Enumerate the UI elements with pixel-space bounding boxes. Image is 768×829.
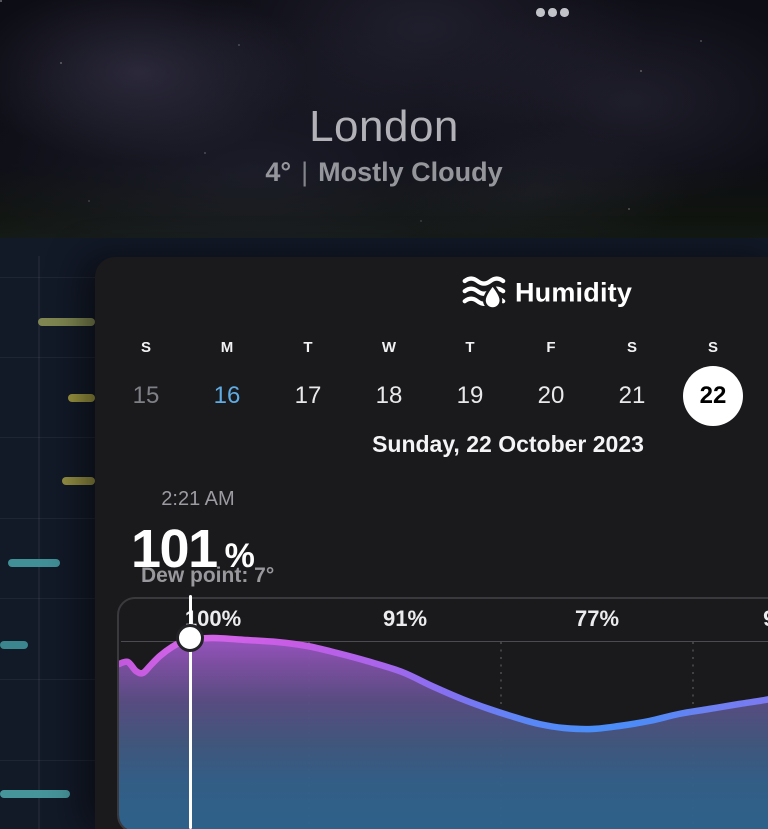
six-hour-humidity-label: 77% bbox=[574, 606, 620, 631]
condition-text: Mostly Cloudy bbox=[318, 157, 503, 187]
day-cell-22[interactable]: 22 bbox=[699, 382, 727, 409]
sky-background bbox=[0, 0, 768, 240]
day-cell-16[interactable]: 16 bbox=[213, 382, 241, 409]
day-cell-18[interactable]: 18 bbox=[375, 382, 403, 409]
day-letter: T bbox=[303, 339, 313, 356]
day-letter: S bbox=[626, 339, 637, 356]
background-bar bbox=[38, 318, 95, 326]
sheet-title: Humidity bbox=[514, 277, 633, 308]
separator: | bbox=[301, 157, 309, 187]
selected-date-heading: Sunday, 22 October 2023 bbox=[372, 431, 644, 457]
background-bar bbox=[8, 559, 60, 567]
scrubber-handle[interactable] bbox=[176, 623, 205, 652]
day-cell-15[interactable]: 15 bbox=[132, 382, 160, 409]
row-divider bbox=[0, 598, 95, 599]
humidity-area-fill bbox=[119, 637, 768, 829]
humidity-unit: % bbox=[224, 537, 255, 575]
scrubber-time-label: 2:21 AM bbox=[161, 488, 235, 510]
dot bbox=[560, 8, 569, 17]
dot bbox=[548, 8, 557, 17]
six-hour-humidity-label: 9 bbox=[763, 606, 768, 632]
background-bar bbox=[0, 790, 70, 798]
day-cell-20[interactable]: 20 bbox=[537, 382, 565, 409]
row-divider bbox=[0, 679, 95, 680]
humidity-area-chart bbox=[119, 634, 768, 829]
humidity-value: 101 bbox=[131, 519, 218, 579]
row-divider bbox=[0, 760, 95, 761]
more-options-icon[interactable] bbox=[536, 8, 569, 17]
background-bar bbox=[62, 477, 95, 485]
day-letter: T bbox=[465, 339, 475, 356]
day-letter: S bbox=[707, 339, 718, 356]
humidity-icon bbox=[462, 276, 506, 310]
six-hour-humidity-label: 91% bbox=[382, 606, 428, 631]
city-title: London bbox=[309, 102, 459, 151]
dot bbox=[536, 8, 545, 17]
humidity-line bbox=[119, 634, 768, 733]
day-cell-19[interactable]: 19 bbox=[456, 382, 484, 409]
stars-decoration bbox=[0, 0, 2, 2]
row-divider bbox=[0, 357, 95, 358]
day-cell-17[interactable]: 17 bbox=[294, 382, 322, 409]
dew-point-label: Dew point: 7° bbox=[141, 564, 275, 587]
column-divider bbox=[38, 256, 40, 829]
day-letter: S bbox=[140, 339, 151, 356]
current-conditions: 4° | Mostly Cloudy bbox=[0, 157, 768, 188]
background-bar bbox=[0, 641, 28, 649]
selected-day-circle bbox=[683, 366, 743, 426]
current-temperature: 4° bbox=[265, 157, 292, 187]
sheet-header: Humidity bbox=[462, 275, 632, 312]
row-divider bbox=[0, 277, 95, 278]
humidity-readout: 101 % bbox=[131, 518, 255, 580]
row-divider bbox=[0, 437, 95, 438]
day-letter: F bbox=[546, 339, 556, 356]
scrubber-line[interactable] bbox=[188, 595, 192, 829]
day-cell-21[interactable]: 21 bbox=[618, 382, 646, 409]
row-divider bbox=[0, 518, 95, 519]
humidity-chart[interactable]: 100%91%77%9 bbox=[117, 597, 768, 829]
background-bar bbox=[68, 394, 95, 402]
day-letter: M bbox=[220, 339, 234, 356]
day-letter: W bbox=[381, 339, 397, 356]
